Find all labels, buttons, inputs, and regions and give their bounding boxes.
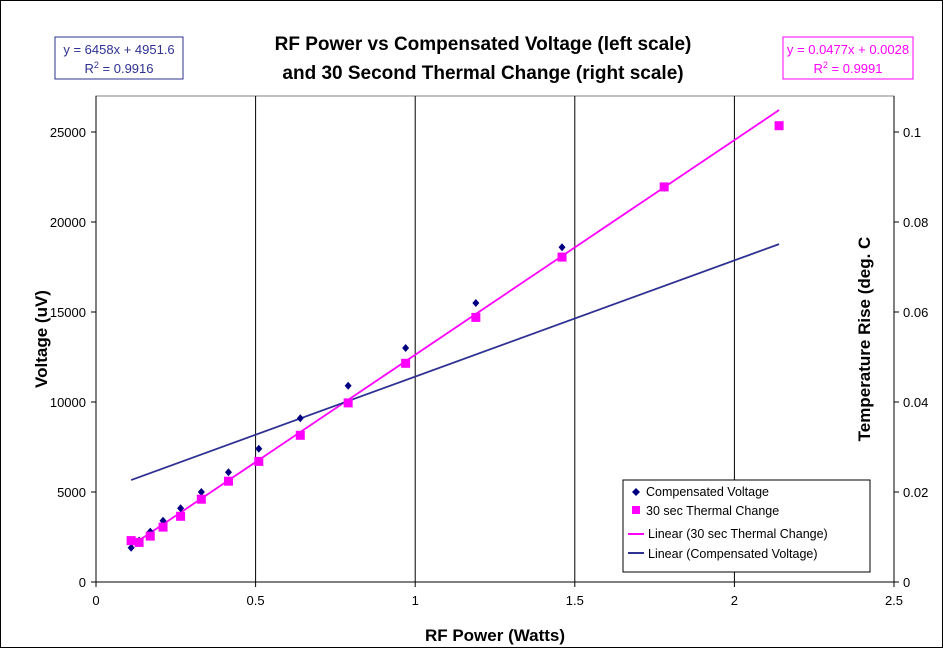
- data-point-square: [295, 430, 305, 440]
- y-tick-label: 5000: [57, 485, 86, 500]
- equation-thermal: y = 0.0477x + 0.0028: [787, 42, 909, 57]
- trendline: [130, 243, 780, 481]
- data-point-diamond: [177, 504, 185, 513]
- equation-box-voltage: y = 6458x + 4951.6 R2 = 0.9916: [54, 36, 184, 80]
- data-point-square: [254, 456, 264, 466]
- y-tick-label: 25000: [50, 125, 86, 140]
- y-tick-label: 20000: [50, 215, 86, 230]
- data-point-square: [223, 476, 233, 486]
- legend-label: Linear (30 sec Thermal Change): [648, 527, 828, 541]
- data-point-diamond: [197, 488, 205, 496]
- r2-thermal: R2 = 0.9991: [814, 60, 883, 76]
- data-point-diamond: [255, 444, 263, 453]
- data-point-square: [343, 398, 353, 408]
- chart-title-line2: and 30 Second Thermal Change (right scal…: [282, 63, 683, 84]
- y2-tick-label: 0.08: [903, 215, 928, 230]
- data-point-diamond: [558, 243, 566, 252]
- data-point-square: [471, 312, 481, 322]
- data-point-square: [126, 536, 136, 546]
- data-points: [126, 121, 784, 552]
- axes: 0 0.5 1 1.5 2 2.5050001000015000200002500000.…: [50, 96, 928, 608]
- legend-item-compensated-voltage: Compensated Voltage: [632, 485, 769, 499]
- x-tick-label: 1: [412, 593, 419, 608]
- data-point-square: [557, 252, 567, 262]
- equation-voltage: y = 6458x + 4951.6: [63, 42, 174, 57]
- data-point-diamond: [296, 414, 304, 423]
- y2-tick-label: 0: [903, 575, 910, 590]
- legend-label: Compensated Voltage: [646, 485, 769, 499]
- data-point-square: [774, 121, 784, 131]
- legend-item-thermal-change: 30 sec Thermal Change: [632, 504, 779, 518]
- data-point-square: [196, 494, 206, 504]
- y2-tick-label: 0.04: [903, 395, 928, 410]
- y2-tick-label: 0.02: [903, 485, 928, 500]
- data-point-diamond: [127, 543, 135, 552]
- data-point-diamond: [344, 381, 352, 390]
- x-tick-label: 1.5: [566, 593, 584, 608]
- trendline: [130, 109, 780, 547]
- data-point-square: [659, 182, 669, 192]
- x-tick-label: 0.5: [247, 593, 265, 608]
- data-point-square: [176, 511, 186, 521]
- data-point-square: [401, 358, 411, 368]
- data-point-square: [134, 537, 144, 547]
- legend-label: Linear (Compensated Voltage): [648, 547, 818, 561]
- y-tick-label: 0: [79, 575, 86, 590]
- legend-item-linear-voltage: Linear (Compensated Voltage): [628, 547, 818, 561]
- x-tick-label: 0: [92, 593, 99, 608]
- x-tick-label: 2.5: [885, 593, 903, 608]
- x-axis-title: RF Power (Watts): [425, 626, 565, 645]
- y-tick-label: 10000: [50, 395, 86, 410]
- chart-title-line1: RF Power vs Compensated Voltage (left sc…: [275, 34, 692, 55]
- y2-tick-label: 0.06: [903, 305, 928, 320]
- trendlines: [130, 109, 780, 547]
- data-point-diamond: [402, 344, 410, 352]
- x-tick-label: 2: [731, 593, 738, 608]
- data-point-square: [158, 522, 168, 532]
- equation-box-thermal: y = 0.0477x + 0.0028 R2 = 0.9991: [782, 36, 914, 80]
- legend-marker-square: [632, 506, 640, 514]
- data-point-diamond: [224, 468, 232, 477]
- gridlines: [255, 96, 735, 582]
- y-axis-title: Voltage (uV): [32, 290, 51, 388]
- y-tick-label: 15000: [50, 305, 86, 320]
- y2-tick-label: 0.1: [903, 125, 921, 140]
- legend: Compensated Voltage 30 sec Thermal Chang…: [622, 479, 871, 573]
- data-point-diamond: [472, 299, 480, 307]
- legend-label: 30 sec Thermal Change: [646, 504, 779, 518]
- data-point-square: [145, 531, 155, 541]
- legend-box: [622, 479, 871, 573]
- r2-voltage: R2 = 0.9916: [85, 60, 154, 76]
- y2-axis-title: Temperature Rise (deg. C: [855, 237, 874, 442]
- legend-item-linear-thermal: Linear (30 sec Thermal Change): [628, 527, 828, 541]
- legend-marker-diamond: [632, 488, 640, 496]
